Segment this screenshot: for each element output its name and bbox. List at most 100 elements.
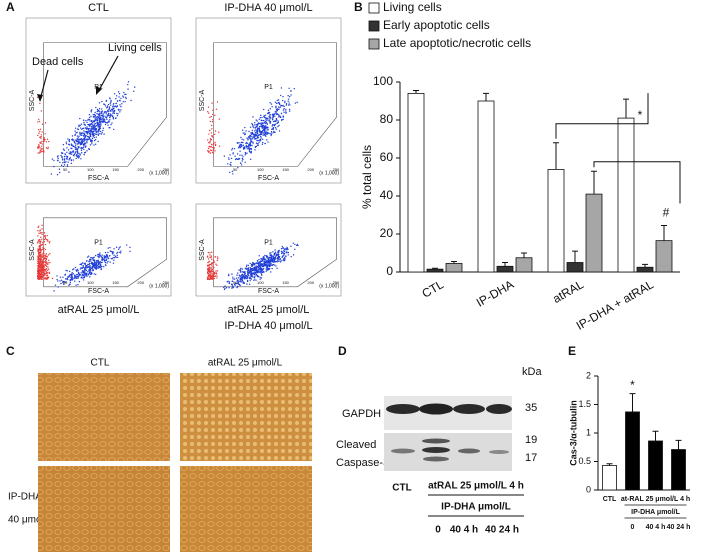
cell-dot	[211, 268, 214, 271]
cell-dot	[236, 285, 239, 288]
cell-dot	[92, 259, 95, 262]
cell-dot	[281, 245, 284, 248]
cell-dot	[208, 264, 210, 267]
cell-dot	[282, 247, 285, 249]
tick-label: 100	[257, 280, 264, 285]
cell-dot	[207, 265, 209, 267]
cell-dot	[254, 149, 256, 151]
cell-dot	[93, 256, 95, 258]
cell-dot	[263, 258, 265, 261]
plot-frame	[25, 203, 172, 297]
cell-dot	[38, 257, 41, 260]
cell-dot	[82, 146, 85, 149]
cell-dot	[270, 254, 272, 256]
cell-dot	[258, 141, 260, 144]
cell-dot	[234, 282, 237, 284]
cell-dot	[108, 107, 111, 110]
cell-dot	[210, 268, 212, 270]
cell-dot	[241, 276, 243, 278]
cell-dot	[254, 268, 257, 270]
cell-dot	[112, 112, 114, 114]
tick-label: 50	[63, 167, 68, 172]
cell-dot	[41, 238, 43, 240]
error-bar	[451, 261, 457, 264]
cell-dot	[244, 132, 246, 134]
cell-dot	[82, 270, 84, 272]
cell-dot	[83, 269, 85, 272]
cell-dot	[65, 143, 68, 145]
cell-dot	[84, 151, 87, 154]
cell-dot	[289, 90, 292, 92]
cell-dot	[68, 171, 70, 173]
cell-dot	[250, 151, 252, 154]
cell-dot	[58, 168, 61, 170]
cell-dot	[208, 275, 210, 278]
cell-dot	[256, 271, 258, 273]
cell-dot	[265, 263, 268, 266]
lane-label: 40 24 h	[485, 525, 519, 536]
cell-dot	[83, 148, 85, 151]
cell-dot	[37, 146, 39, 149]
cell-dot	[88, 124, 90, 127]
cell-dot	[259, 276, 261, 279]
cell-dot	[209, 252, 211, 254]
cell-dot	[93, 273, 95, 275]
cell-dot	[227, 280, 229, 283]
cell-dot	[93, 264, 95, 266]
cell-dot	[85, 138, 87, 140]
cell-dot	[260, 269, 263, 271]
cell-dot	[252, 273, 254, 275]
tick-label: 100	[257, 167, 264, 172]
cell-dot	[37, 121, 39, 123]
cell-dot	[258, 255, 260, 257]
cell-dot	[263, 129, 265, 131]
blot-band	[423, 456, 449, 462]
cell-dot	[48, 272, 51, 275]
cell-dot	[37, 255, 39, 257]
cell-dot	[74, 127, 77, 129]
cell-dot	[248, 130, 250, 133]
cell-dot	[118, 96, 120, 98]
cell-dot	[242, 271, 244, 274]
cell-dot	[94, 130, 96, 132]
cell-dot	[211, 273, 214, 275]
cell-dot	[38, 265, 40, 267]
cell-dot	[112, 251, 114, 254]
cell-dot	[251, 144, 253, 147]
cell-dot	[39, 102, 41, 105]
cell-dot	[288, 108, 291, 111]
cell-dot	[88, 262, 91, 265]
cell-dot	[264, 128, 267, 130]
cell-dot	[231, 147, 234, 150]
cell-dot	[244, 276, 246, 279]
cell-dot	[87, 255, 90, 257]
cell-dot	[231, 280, 234, 283]
cell-dot	[79, 154, 81, 156]
cell-dot	[95, 106, 97, 109]
cell-dot	[247, 270, 249, 272]
cell-dot	[77, 283, 79, 286]
cell-dot	[208, 133, 210, 135]
blot-band	[422, 447, 450, 453]
bar	[496, 265, 514, 273]
cell-dot	[66, 155, 69, 158]
cell-dot	[105, 113, 107, 115]
cell-dot	[74, 130, 76, 132]
cell-dot	[240, 267, 242, 270]
cell-dot	[216, 101, 219, 103]
cell-dot	[84, 124, 86, 127]
cell-dot	[81, 147, 84, 149]
cell-dot	[241, 160, 243, 162]
cell-dot	[127, 83, 129, 86]
cell-dot	[117, 108, 120, 111]
cell-dot	[100, 268, 103, 270]
cell-dot	[283, 258, 285, 260]
cell-dot	[256, 265, 259, 268]
cell-dot	[114, 255, 117, 257]
cell-dot	[92, 135, 94, 137]
cell-dot	[86, 275, 88, 277]
cell-dot	[37, 230, 39, 232]
cell-dot	[42, 278, 44, 280]
cell-dot	[129, 250, 131, 252]
